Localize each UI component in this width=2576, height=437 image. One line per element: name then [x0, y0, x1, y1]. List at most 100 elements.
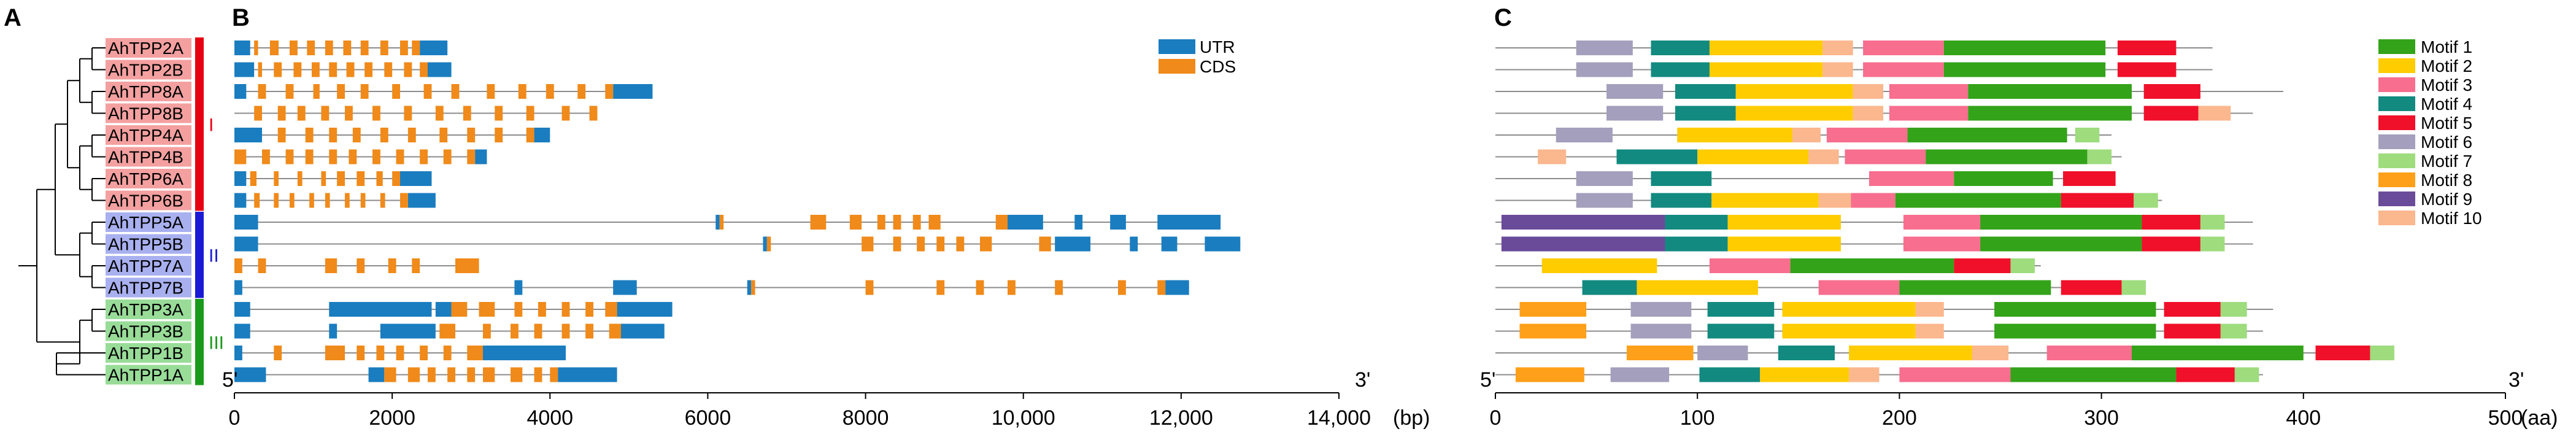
cds-block [526, 106, 534, 121]
cds-block [1118, 280, 1126, 295]
utr-block [1074, 215, 1083, 230]
cds-block [550, 367, 558, 382]
motif-block [1630, 302, 1692, 317]
panel-c-five-prime: 5' [1480, 368, 1495, 392]
motif-block [1610, 367, 1670, 382]
cds-block [447, 367, 455, 382]
cds-block [337, 171, 345, 186]
motif-block [1863, 41, 1944, 55]
utr-block [234, 346, 242, 360]
motif-block [1707, 323, 1775, 339]
gene-labels: AhTPP2A AhTPP2B AhTPP8A AhTPP8B AhTPP4A AhTPP… [106, 38, 191, 385]
cds-block [1055, 280, 1063, 295]
utr-block [1205, 236, 1241, 252]
gene-label-bg [106, 343, 191, 363]
motif-block [1727, 215, 1841, 230]
legend-swatch [2378, 115, 2415, 130]
motif-block [1849, 346, 1972, 360]
cds-block [912, 215, 921, 230]
motif-block [2061, 193, 2134, 208]
utr-block [617, 302, 673, 317]
motif-block [1727, 236, 1841, 252]
gene-label-bg [106, 82, 191, 101]
cds-block [234, 258, 242, 273]
cds-block [585, 323, 593, 339]
motif-block [1501, 215, 1665, 230]
cds-block [325, 258, 337, 273]
cds-block [407, 128, 416, 142]
cds-block [357, 171, 365, 186]
x-tick-label: 12,000 [1149, 406, 1213, 430]
motif-block [2200, 215, 2225, 230]
motif-block [2220, 323, 2247, 339]
cds-block [936, 236, 945, 252]
panel-b-letter: B [232, 4, 250, 31]
utr-block [1008, 215, 1043, 230]
motif-block [1582, 280, 1637, 295]
cds-block [936, 280, 945, 295]
utr-block [483, 346, 566, 360]
cds-block [514, 302, 523, 317]
cds-block [345, 193, 350, 208]
cds-block [407, 367, 420, 382]
utr-block [234, 41, 250, 55]
motif-block [2234, 367, 2259, 382]
legend-swatch [2378, 96, 2415, 111]
cds-block [589, 106, 598, 121]
legend-swatch [2378, 153, 2415, 168]
cds-block [274, 62, 282, 77]
motif-block [1889, 84, 1969, 99]
motif-block [1972, 346, 2009, 360]
cds-block [364, 62, 372, 77]
x-tick-label: 2000 [369, 406, 415, 430]
cds-block [605, 84, 614, 99]
x-tick-label: 500 [2488, 406, 2523, 430]
legend-swatch [2378, 191, 2415, 206]
cds-block [349, 149, 357, 164]
cds-block [439, 128, 448, 142]
cds-block [538, 302, 546, 317]
cds-block [258, 84, 266, 99]
cds-block [463, 106, 471, 121]
legend-label: Motif 8 [2421, 171, 2472, 190]
legend-label: CDS [1200, 57, 1236, 76]
cds-block [305, 149, 314, 164]
utr-block [514, 280, 523, 295]
cds-block [396, 346, 404, 360]
motif-block [1808, 149, 1839, 164]
motif-block [2220, 302, 2247, 317]
cds-block [285, 84, 294, 99]
motif-block [1519, 302, 1587, 317]
cds-block [467, 128, 476, 142]
motif-block [1651, 193, 1712, 208]
cds-block [262, 149, 270, 164]
legend-label: Motif 9 [2421, 190, 2472, 209]
utr-block [234, 128, 262, 142]
motif-block [1954, 258, 2011, 273]
panel-c-three-prime: 3' [2509, 368, 2524, 392]
x-tick-label: 14,000 [1307, 406, 1371, 430]
group-label: III [209, 333, 224, 353]
legend-swatch [1159, 39, 1195, 54]
cds-block [443, 149, 452, 164]
utr-block [234, 62, 255, 77]
motif-block [1606, 106, 1664, 121]
cds-block [380, 128, 388, 142]
cds-block [312, 62, 320, 77]
cds-block [420, 149, 428, 164]
motif-block [1851, 193, 1895, 208]
gene-label: AhTPP5B [108, 235, 183, 254]
cds-block [380, 193, 385, 208]
gene-label: AhTPP4A [108, 126, 183, 145]
cds-block [309, 193, 314, 208]
cds-block [451, 84, 460, 99]
motif-block [1899, 280, 2051, 295]
x-tick-label: 6000 [685, 406, 731, 430]
cds-block [561, 106, 570, 121]
cds-block [518, 84, 526, 99]
cds-block [290, 41, 298, 55]
legend-swatch [2378, 77, 2415, 92]
motif-block [1626, 346, 1694, 360]
cds-block [250, 171, 256, 186]
motif-block [1735, 84, 1853, 99]
